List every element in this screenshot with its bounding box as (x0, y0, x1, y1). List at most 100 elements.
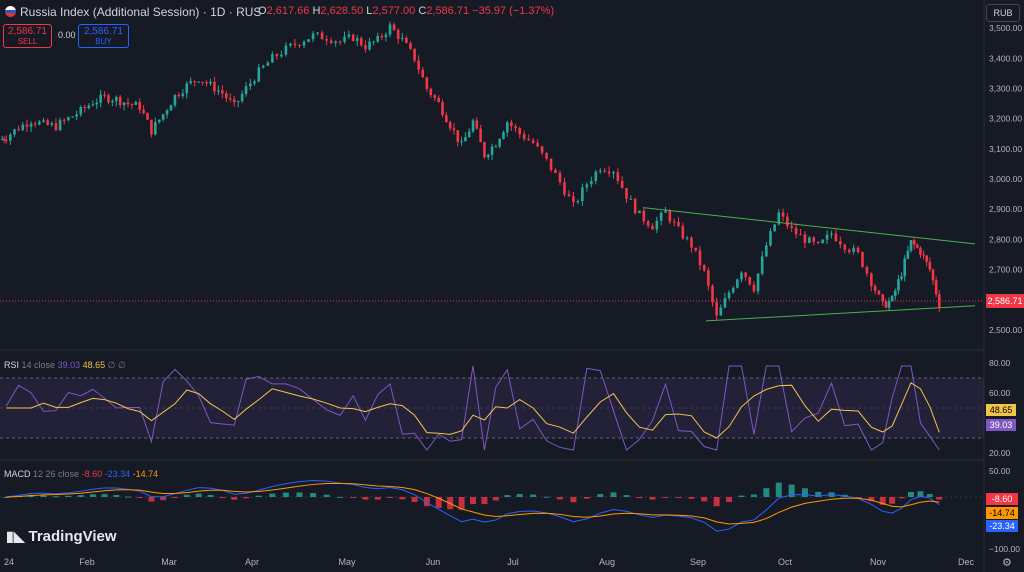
candle-body (514, 126, 517, 129)
rsi-layer (5, 365, 940, 451)
candle-body (429, 88, 433, 96)
trendline[interactable] (705, 305, 976, 322)
candle-body (803, 234, 807, 244)
candle-body (193, 80, 196, 82)
candle-body (752, 284, 756, 292)
candle-body (677, 221, 680, 227)
macd-histogram-bar (530, 494, 537, 497)
candle-body (549, 158, 553, 170)
macd-histogram-bar (889, 497, 896, 504)
price-tick-label: 2,500.00 (989, 325, 1022, 335)
candle-body (67, 117, 70, 121)
price-axis[interactable]: 3,500.00 3,400.00 3,300.00 3,200.00 3,100.00… (989, 23, 1022, 554)
settings-gear-icon[interactable]: ⚙ (1002, 557, 1012, 569)
candle-body (852, 247, 855, 252)
current-price-badge: 2,586.71 (986, 294, 1024, 308)
macd-signal-line (6, 482, 940, 525)
candle-body (244, 86, 248, 95)
price-tick-label: 3,100.00 (989, 144, 1022, 154)
trendline[interactable] (642, 207, 976, 245)
candle-body (21, 124, 25, 131)
time-tick-label: Mar (161, 557, 177, 567)
low-value: 2,577.00 (372, 5, 416, 17)
candle-body (494, 146, 498, 148)
rsi-extra: ∅ ∅ (107, 360, 126, 370)
candle-body (915, 244, 919, 248)
candle-body (240, 94, 244, 102)
candle-body (870, 273, 873, 287)
currency-selector[interactable]: RUB (986, 4, 1020, 22)
candle-body (142, 109, 145, 114)
macd-histogram-bar (374, 497, 381, 500)
candle-body (545, 152, 548, 159)
candle-body (781, 212, 785, 217)
macd-histogram-bar (557, 497, 563, 500)
trendlines-layer[interactable] (642, 207, 976, 322)
macd-hist-badge: -8.60 (986, 493, 1018, 505)
candle-body (134, 101, 138, 105)
candle-body (498, 138, 501, 147)
candle-body (884, 301, 888, 308)
open-label: O (258, 5, 267, 17)
time-axis[interactable]: 24 Feb Mar Apr May Jun Jul Aug Sep Oct Nov Dec (4, 557, 974, 567)
candle-body (672, 221, 676, 223)
candle-body (651, 225, 654, 230)
macd-histogram-bar (337, 496, 344, 498)
macd-histogram-bar (623, 495, 630, 497)
time-tick-label: Jun (426, 557, 441, 567)
candle-body (736, 279, 739, 288)
macd-histogram-bar (323, 494, 330, 497)
candle-body (396, 30, 400, 39)
candle-body (146, 113, 149, 120)
candle-body (483, 142, 486, 158)
macd-histogram-bar (926, 494, 933, 497)
candle-body (421, 69, 425, 78)
tradingview-logo[interactable]: ▮◣ TradingView (6, 528, 117, 545)
tradingview-mark-icon: ▮◣ (6, 528, 25, 544)
candle-body (400, 37, 404, 39)
candle-body (633, 198, 637, 214)
macd-params: 12 26 close (33, 469, 80, 479)
macd-histogram-bar (636, 497, 643, 499)
symbol-title[interactable]: Russia Index (Additional Session) · 1D ·… (20, 5, 262, 19)
high-label: H (312, 5, 321, 17)
candle-body (189, 80, 193, 84)
candle-body (887, 301, 891, 308)
candle-body (205, 82, 208, 84)
candle-body (510, 122, 513, 127)
candles-layer (0, 21, 941, 320)
rsi-legend[interactable]: RSI 14 close 39.03 48.65 ∅ ∅ (4, 360, 126, 371)
candle-body (42, 120, 45, 122)
time-tick-label: May (338, 557, 356, 567)
candle-body (257, 67, 261, 82)
low-label: L (366, 5, 373, 17)
candle-body (486, 154, 490, 158)
macd-histogram-bar (738, 495, 745, 497)
macd-layer (3, 479, 943, 532)
candle-body (338, 41, 342, 43)
candle-body (284, 45, 288, 55)
candle-body (834, 233, 838, 242)
candle-body (209, 81, 212, 84)
candle-body (572, 196, 575, 202)
candle-body (563, 182, 566, 195)
macd-legend[interactable]: MACD 12 26 close -8.60 -23.34 -14.74 (4, 469, 158, 479)
candle-body (471, 120, 475, 132)
candle-body (107, 95, 110, 103)
sell-button[interactable]: 2,586.71 SELL (3, 24, 52, 48)
candle-body (928, 261, 932, 270)
macd-histogram-bar (879, 497, 886, 505)
macd-histogram-bar (855, 497, 862, 498)
candle-body (138, 101, 142, 110)
candle-body (479, 128, 482, 143)
macd-histogram-bar (52, 496, 59, 498)
candle-body (114, 96, 118, 102)
rsi-badge: 39.03 (986, 419, 1016, 431)
macd-histogram-bar (504, 495, 511, 497)
candle-body (225, 93, 228, 99)
buy-button[interactable]: 2,586.71 BUY (78, 24, 129, 48)
candle-body (289, 43, 292, 46)
macd-histogram-bar (458, 497, 465, 510)
candle-body (99, 94, 102, 103)
